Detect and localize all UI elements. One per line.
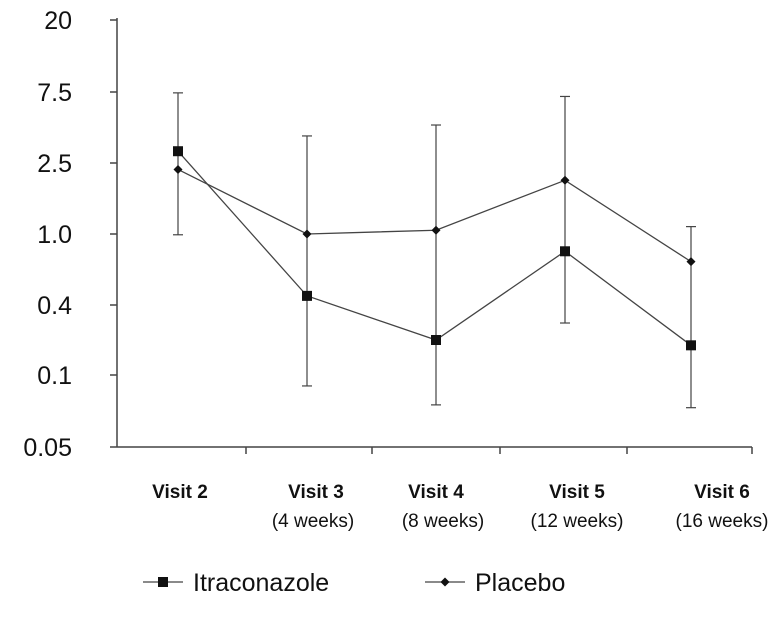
data-point-placebo — [431, 225, 441, 235]
y-tick-label: 0.1 — [37, 362, 72, 390]
data-point-itraconazole — [560, 246, 570, 257]
data-point-itraconazole — [431, 335, 441, 345]
data-point-itraconazole — [173, 146, 183, 157]
x-category-sublabel: (12 weeks) — [531, 511, 624, 532]
error-bars — [173, 92, 696, 409]
y-tick-label: 1.0 — [37, 221, 72, 249]
series-lines — [177, 150, 692, 346]
data-point-placebo — [302, 229, 312, 239]
legend-marker — [158, 577, 168, 587]
data-point-placebo — [560, 175, 570, 185]
y-tick-label: 7.5 — [37, 79, 72, 107]
series-markers — [173, 146, 696, 351]
y-tick-label: 0.05 — [23, 434, 72, 462]
x-category-label: Visit 2 — [152, 482, 208, 503]
legend-marker — [440, 577, 450, 587]
data-point-placebo — [173, 164, 183, 174]
x-axis-ticks: Visit 2 Visit 3 (4 weeks) Visit 4 (8 weeks) V… — [152, 447, 768, 532]
series-line-itraconazole — [177, 150, 692, 346]
x-category-sublabel: (8 weeks) — [402, 511, 484, 532]
y-tick-label: 20 — [44, 7, 72, 35]
series-line-placebo — [177, 168, 692, 263]
data-point-itraconazole — [302, 290, 312, 301]
data-point-itraconazole — [686, 340, 696, 351]
data-point-placebo — [686, 257, 696, 267]
x-category-label: Visit 6 — [694, 482, 750, 503]
legend-label: Itraconazole — [193, 569, 329, 597]
x-category-label: Visit 3 — [288, 482, 344, 503]
legend-label: Placebo — [475, 569, 565, 597]
x-category-label: Visit 5 — [549, 482, 605, 503]
legend: Itraconazole Placebo — [143, 569, 565, 597]
x-category-label: Visit 4 — [408, 482, 464, 503]
y-tick-label: 2.5 — [37, 150, 72, 178]
y-axis-ticks: 20 7.5 2.5 1.0 0.4 0.1 0.05 — [23, 7, 117, 462]
x-category-sublabel: (16 weeks) — [676, 511, 769, 532]
x-category-sublabel: (4 weeks) — [272, 511, 354, 532]
y-tick-label: 0.4 — [37, 292, 72, 320]
